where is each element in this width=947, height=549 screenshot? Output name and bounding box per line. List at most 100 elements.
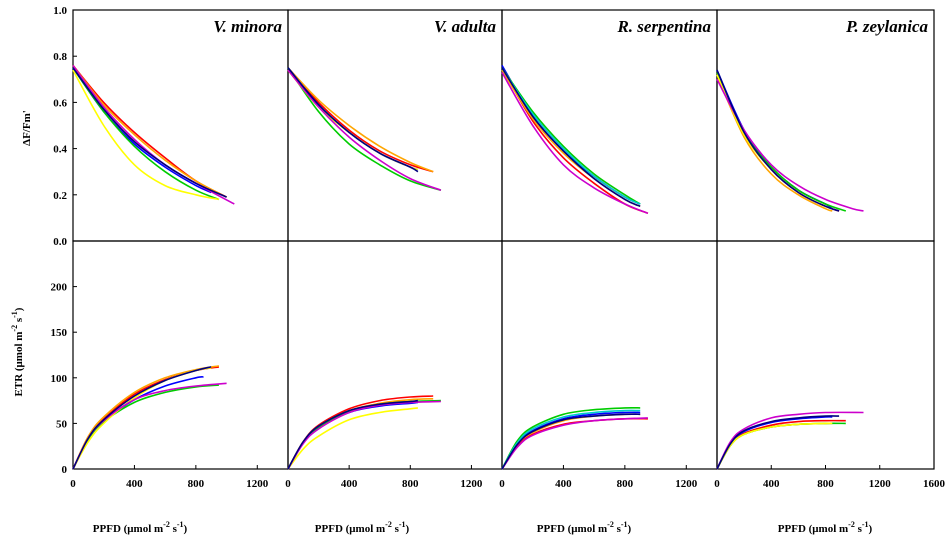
x-axis-title-2-close: ) [406,523,410,535]
x-axis-title-1-mid: s [170,523,178,535]
x-tick-label-p6-0: 0 [285,478,291,490]
series-line-p3-s7 [501,67,641,208]
series-line-p8-s6 [716,411,864,470]
series-line-p4-s2 [716,74,833,212]
series-line-p1-s3 [72,67,212,194]
lower-y-axis-unit-sup2: -1 [10,311,19,318]
x-axis-title-1-sup1: -2 [163,520,170,529]
series-line-p1-s6 [72,64,235,205]
y-tick-label-p1-4: 0.8 [53,51,67,63]
series-line-p2-s3 [287,67,419,171]
series-line-p4-s1 [716,72,840,212]
series-line-p7-s1 [501,417,648,470]
label-layer: 0.0 0.2 0.4 0.6 0.8 1.0 V. minora V. adulta R. s… [51,5,946,490]
x-tick-label-p5-3: 1200 [246,478,269,490]
series-line-p8-s7 [716,415,840,470]
x-axis-title-4-mid: s [855,523,863,535]
panel-frame-2-1 [72,240,289,470]
x-axis-title-3-sup1: -2 [607,520,614,529]
panel-frame-1-3 [501,9,718,242]
panel-title-3: R. serpentina [616,17,711,36]
x-axis-title-4: PPFD (μmol m-2 s-1) [778,520,873,535]
series-line-p8-s5 [716,422,833,470]
lower-y-axis-title-main: ETR (μmol m [13,332,25,397]
x-axis-title-1: PPFD (μmol m-2 s-1) [93,520,188,535]
series-line-p4-s6 [716,78,864,212]
panel-title-1: V. minora [213,17,282,36]
series-line-p4-s3 [716,69,833,210]
x-axis-title-2-mid: s [392,523,400,535]
x-tick-label-p8-0: 0 [714,478,720,490]
series-line-p6-s7 [287,399,419,470]
series-line-p5-s2 [72,365,220,470]
x-axis-title-3-close: ) [628,523,632,535]
x-axis-title-2-main: PPFD (μmol m [315,523,385,535]
y-tick-label-p1-3: 0.6 [53,97,67,109]
x-axis-title-2: PPFD (μmol m-2 s-1) [315,520,410,535]
series-line-p3-s5 [501,67,641,205]
series-line-p8-s1 [716,419,846,470]
series-line-p1-s4 [72,67,220,201]
series-line-p4-s4 [716,72,847,212]
series-line-p7-s7 [501,413,641,470]
series-line-p7-s4 [501,406,641,470]
y-tick-label-p5-4: 200 [51,282,68,294]
x-tick-label-p8-1: 400 [763,478,780,490]
x-tick-label-p8-2: 800 [817,478,834,490]
panel-frame-1-2 [287,9,503,242]
series-line-p7-s6 [501,417,648,470]
x-axis-title-1-sup2: -1 [177,520,184,529]
x-axis-title-4-main: PPFD (μmol m [778,523,848,535]
x-tick-label-p5-2: 800 [188,478,205,490]
series-line-p8-s4 [716,422,846,470]
series-line-p3-s6 [501,71,649,215]
upper-y-axis-title: ΔF/Fm' [21,110,33,146]
x-tick-label-p7-2: 800 [617,478,634,490]
x-tick-label-p7-0: 0 [499,478,505,490]
panel-title-4: P. zeylanica [845,17,928,36]
panel-frame-2-4 [716,240,935,470]
x-tick-label-p7-1: 400 [555,478,572,490]
y-tick-label-p1-1: 0.2 [53,190,67,202]
y-tick-label-p5-3: 150 [51,327,68,339]
x-axis-title-1-close: ) [184,523,188,535]
lower-y-axis-title: ETR (μmol m-2 s-1) [10,307,25,396]
series-line-p5-s5 [72,367,212,470]
series-line-p1-s2 [72,64,227,198]
x-axis-titles: PPFD (μmol m-2 s-1) PPFD (μmol m-2 s-1) … [93,520,873,535]
x-tick-label-p8-4: 1600 [923,478,946,490]
series-line-p4-s5 [716,74,833,210]
x-tick-label-p5-1: 400 [126,478,143,490]
x-axis-title-2-sup1: -2 [385,520,392,529]
y-tick-label-p1-0: 0.0 [53,236,67,248]
series-line-p2-s2 [287,67,434,173]
series-line-p8-s2 [716,422,833,470]
x-axis-title-4-close: ) [869,523,873,535]
x-axis-title-1-main: PPFD (μmol m [93,523,163,535]
x-tick-label-p6-3: 1200 [460,478,483,490]
x-axis-title-4-sup1: -2 [848,520,855,529]
series-line-p6-s6 [287,400,441,470]
series-line-p2-s6 [287,69,442,191]
x-axis-title-4-sup2: -1 [862,520,869,529]
series-line-p2-s4 [287,67,442,191]
x-tick-label-p8-3: 1200 [869,478,892,490]
x-tick-label-p6-2: 800 [402,478,419,490]
lower-y-axis-unit-sup1: -2 [10,325,19,332]
panel-title-2: V. adulta [434,17,497,36]
series-line-p2-s7 [287,67,419,173]
series-line-p5-s1 [72,366,220,470]
panel-frame-1-1 [72,9,289,242]
x-axis-title-3: PPFD (μmol m-2 s-1) [537,520,632,535]
series-line-p3-s4 [501,67,641,205]
x-tick-label-p7-3: 1200 [675,478,698,490]
series-line-p6-s5 [287,407,418,470]
y-tick-label-p5-1: 50 [56,418,68,430]
panel-frames [72,9,935,470]
plot-layer [72,64,864,470]
series-line-p3-s1 [501,67,649,215]
lower-y-axis-unit-close: ) [13,307,25,311]
series-line-p1-s5 [72,69,220,201]
series-line-p3-s3 [501,64,641,205]
y-tick-label-p1-2: 0.4 [53,144,67,156]
